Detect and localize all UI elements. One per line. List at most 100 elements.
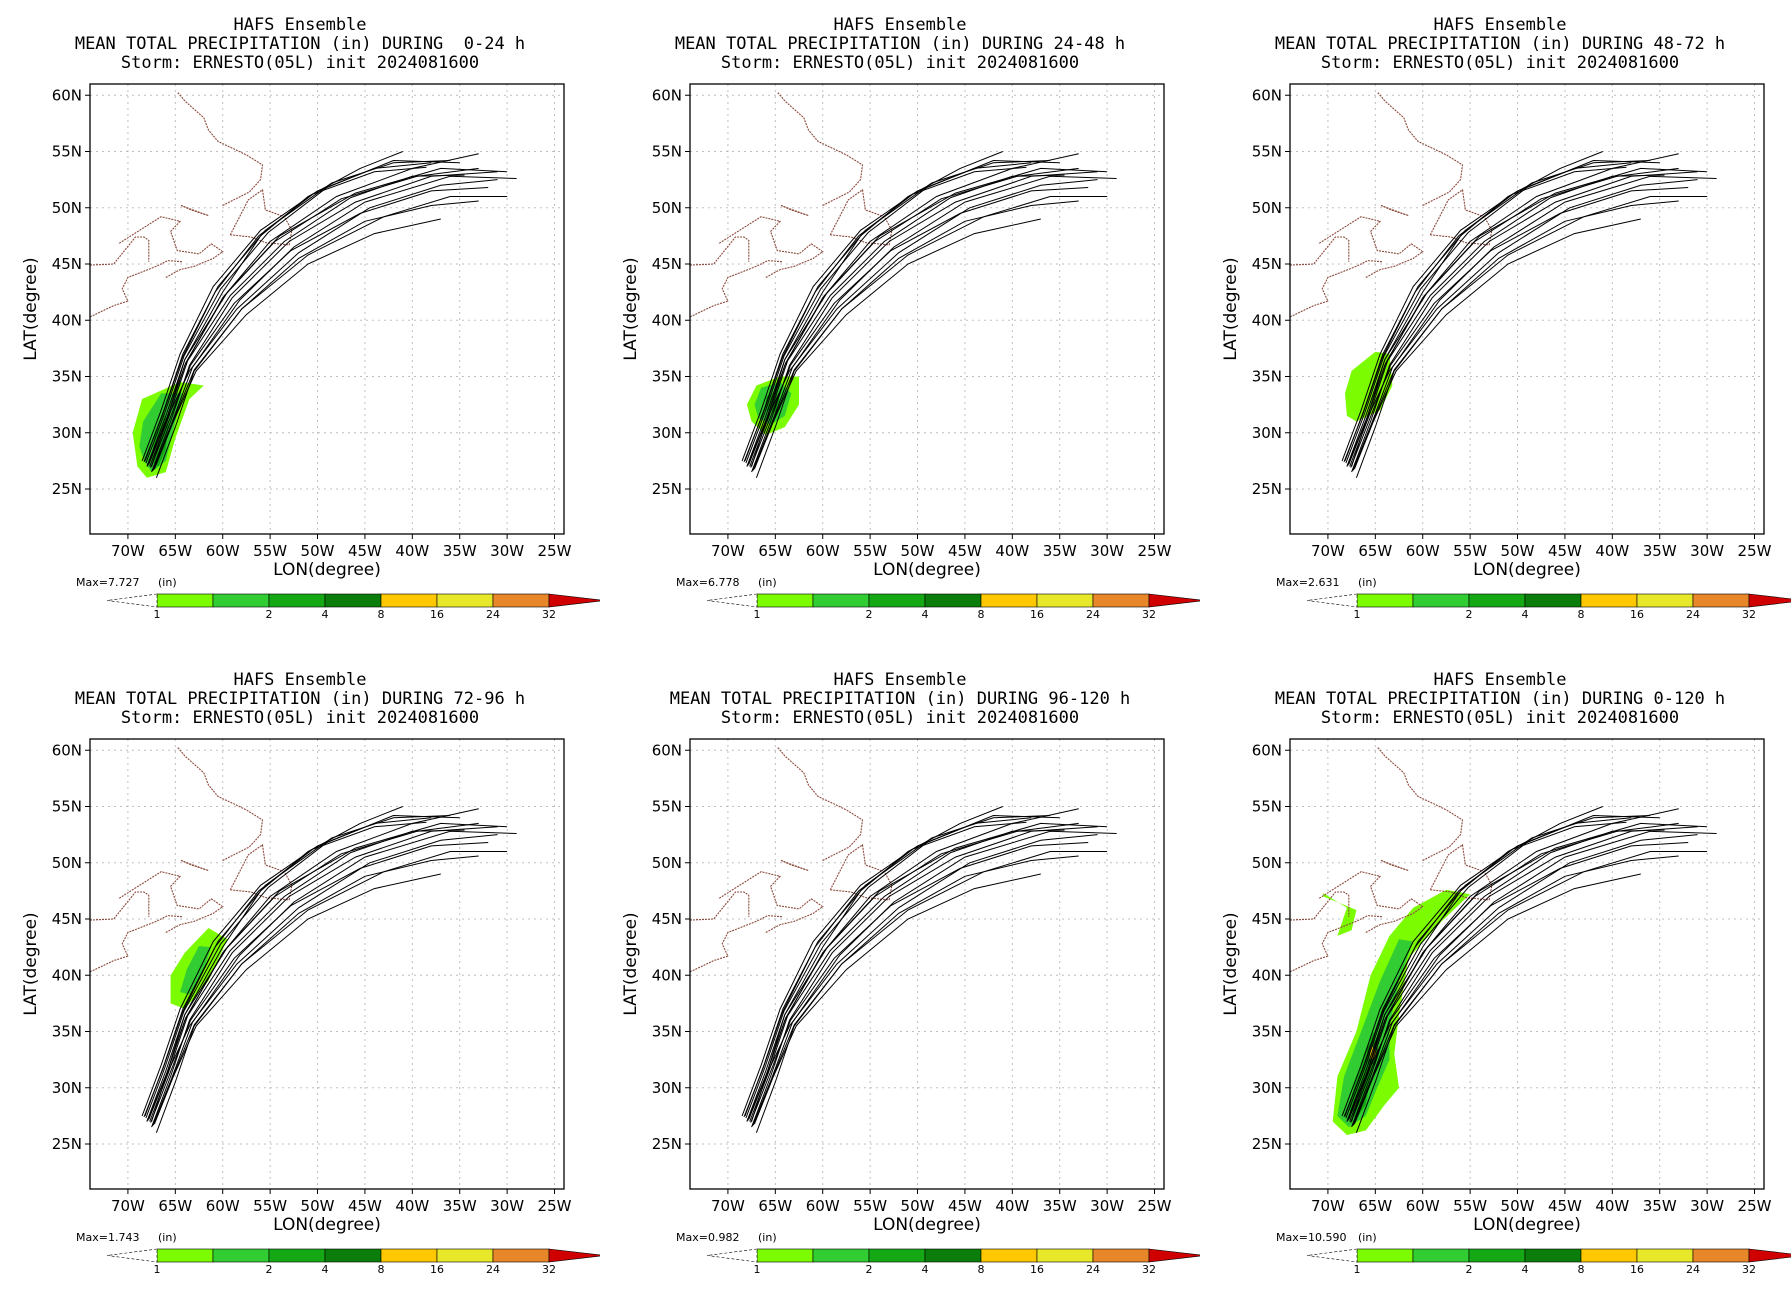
lon-tick-label: 25W <box>1738 1197 1772 1215</box>
colorbar-level-label: 16 <box>430 608 444 620</box>
lon-tick-label: 30W <box>490 542 524 560</box>
colorbar-segment <box>924 1248 982 1263</box>
lat-tick-label: 35N <box>52 1023 82 1041</box>
colorbar-level-label: 24 <box>1686 1263 1700 1275</box>
colorbar-level-label: 2 <box>266 608 273 620</box>
map-plot: 70W 65W 60W 55W 50W 45W 40W 35W 30W 25W 25N 30N 35N 4… <box>621 83 1200 620</box>
storm-track-line <box>751 826 1098 1128</box>
lat-tick-label: 35N <box>1252 368 1282 386</box>
colorbar-level-label: 4 <box>1522 608 1529 620</box>
storm-track-line <box>145 159 460 464</box>
lon-tick-label: 45W <box>1548 1197 1582 1215</box>
lon-tick-label: 45W <box>348 542 382 560</box>
coastline <box>180 859 209 872</box>
storm-track-line <box>151 171 498 473</box>
lon-tick-label: 70W <box>111 1197 145 1215</box>
storm-track-line <box>750 842 1089 1123</box>
colorbar-segment <box>268 593 326 608</box>
storm-track-line <box>154 218 441 469</box>
colorbar-level-label: 2 <box>866 1263 873 1275</box>
lon-tick-label: 50W <box>301 1197 335 1215</box>
title-line-1: HAFS Ensemble <box>1433 670 1567 690</box>
coastline <box>780 204 809 217</box>
lat-tick-label: 40N <box>652 966 682 984</box>
storm-track-line <box>749 829 1065 1122</box>
title-line-1: HAFS Ensemble <box>1433 15 1567 35</box>
max-value-label: Max=0.982 <box>676 1231 739 1244</box>
lon-tick-label: 35W <box>1043 1197 1077 1215</box>
lat-tick-label: 60N <box>1252 86 1282 104</box>
unit-label: (in) <box>158 576 177 589</box>
plot-frame <box>89 738 565 1190</box>
lon-tick-label: 30W <box>1690 1197 1724 1215</box>
colorbar-level-label: 1 <box>1354 608 1361 620</box>
map-plot: 70W 65W 60W 55W 50W 45W 40W 35W 30W 25W 25N 30N 35N 4… <box>21 83 600 620</box>
lat-tick-label: 45N <box>52 910 82 928</box>
lat-tick-label: 25N <box>52 480 82 498</box>
y-axis-label: LAT(degree) <box>21 257 41 360</box>
lat-tick-label: 60N <box>1252 741 1282 759</box>
lon-tick-label: 60W <box>806 1197 840 1215</box>
colorbar-level-label: 32 <box>1742 608 1756 620</box>
colorbar-low-extension <box>706 1248 758 1263</box>
lon-tick-label: 60W <box>806 542 840 560</box>
lon-tick-label: 40W <box>995 542 1029 560</box>
x-axis-label: LON(degree) <box>273 1215 381 1235</box>
storm-track-line <box>747 167 1079 466</box>
lat-tick-label: 40N <box>52 311 82 329</box>
coastline <box>90 236 150 266</box>
lat-tick-label: 25N <box>652 1135 682 1153</box>
plot-frame <box>689 738 1165 1190</box>
colorbar-segment <box>156 593 214 608</box>
x-axis-label: LON(degree) <box>1473 560 1581 580</box>
colorbar-segment <box>924 593 982 608</box>
lon-tick-label: 55W <box>1453 1197 1487 1215</box>
colorbar-low-extension <box>1306 1248 1358 1263</box>
map-panel-4: HAFS Ensemble MEAN TOTAL PRECIPITATION (i… <box>0 655 600 1275</box>
max-value-label: Max=6.778 <box>676 576 739 589</box>
plot-frame <box>1289 738 1765 1190</box>
lon-tick-label: 55W <box>253 1197 287 1215</box>
colorbar-level-label: 24 <box>486 608 500 620</box>
coastline <box>1318 216 1424 278</box>
lon-tick-label: 40W <box>1595 1197 1629 1215</box>
plot-content <box>1290 746 1717 1135</box>
storm-track-line <box>1348 179 1698 465</box>
coastline <box>690 891 750 921</box>
lon-tick-label: 45W <box>948 1197 982 1215</box>
colorbar-level-label: 24 <box>486 1263 500 1275</box>
colorbar-level-label: 4 <box>922 1263 929 1275</box>
storm-track-line <box>154 873 441 1124</box>
lon-tick-label: 50W <box>1501 1197 1535 1215</box>
map-panel-2: HAFS Ensemble MEAN TOTAL PRECIPITATION (i… <box>600 0 1200 620</box>
precip-contour <box>1323 893 1357 936</box>
coastline <box>690 260 783 318</box>
storm-track-line <box>151 826 498 1128</box>
lon-tick-label: 25W <box>538 1197 572 1215</box>
storm-track-line <box>1350 842 1689 1123</box>
storm-track-line <box>743 821 1027 1118</box>
lat-tick-label: 50N <box>652 854 682 872</box>
colorbar-level-label: 4 <box>322 1263 329 1275</box>
storm-track-line <box>1349 829 1665 1122</box>
colorbar-level-label: 1 <box>1354 1263 1361 1275</box>
storm-track-line <box>143 166 427 463</box>
colorbar-low-extension <box>706 593 758 608</box>
storm-track-line <box>1350 187 1689 468</box>
lon-tick-label: 25W <box>1138 1197 1172 1215</box>
colorbar-level-label: 2 <box>1466 608 1473 620</box>
lat-tick-label: 55N <box>1252 143 1282 161</box>
lon-tick-label: 30W <box>1690 542 1724 560</box>
lat-tick-label: 25N <box>1252 480 1282 498</box>
colorbar-segment <box>980 1248 1038 1263</box>
precip-contour <box>180 946 212 995</box>
lon-tick-label: 55W <box>1453 542 1487 560</box>
coastline <box>90 260 183 318</box>
unit-label: (in) <box>158 1231 177 1244</box>
lat-tick-label: 40N <box>52 966 82 984</box>
lon-tick-label: 40W <box>1595 542 1629 560</box>
max-value-label: Max=7.727 <box>76 576 139 589</box>
